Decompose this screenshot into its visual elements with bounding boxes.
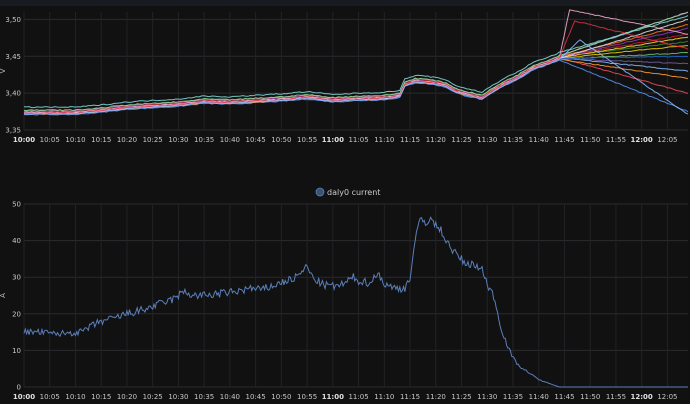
x-tick-label: 11:20	[426, 136, 446, 144]
series-line-cell-7	[23, 11, 689, 112]
x-tick-label: 10:20	[117, 136, 137, 144]
chart-panel-1: 3,35 3,40 3,45 3,50 10:00 10:05 10:10 10:15 10:2…	[0, 9, 689, 144]
x-tick-label: 10:15	[91, 393, 111, 401]
legend-swatch-icon	[315, 187, 325, 197]
x-tick-label: 11:05	[348, 393, 368, 401]
x-tick-label: 11:00	[322, 393, 344, 401]
legend-entry-label[interactable]: daly0 current	[327, 188, 380, 197]
series-line-cell-16	[23, 11, 689, 112]
x-tick-label: 10:35	[194, 136, 214, 144]
x-tick-label: 11:35	[503, 393, 523, 401]
x-tick-label: 10:10	[65, 136, 85, 144]
x-tick-label: 10:50	[271, 393, 291, 401]
x-tick-label: 12:05	[657, 136, 677, 144]
x-tick-label: 11:15	[400, 393, 420, 401]
series-line-cell-peak-pink	[23, 9, 689, 114]
x-tick-label: 10:10	[65, 393, 85, 401]
x-tick-label: 11:25	[451, 393, 471, 401]
x-tick-label: 11:35	[503, 136, 523, 144]
series-line-cell-13	[23, 55, 689, 115]
x-tick-label: 10:45	[246, 393, 266, 401]
x-tick-label: 11:10	[374, 393, 394, 401]
series-line-cell-top-cyan	[23, 15, 689, 109]
x-tick-label: 10:25	[143, 393, 163, 401]
y-tick-label: 0	[17, 384, 21, 392]
y-tick-label: 30	[12, 274, 21, 282]
x-tick-label: 10:55	[297, 393, 317, 401]
y-tick-label: 50	[12, 201, 21, 209]
x-tick-label: 11:15	[400, 136, 420, 144]
x-tick-label: 11:05	[348, 136, 368, 144]
y-tick-label: 3,50	[5, 16, 21, 24]
series-line-daly0-current	[23, 216, 688, 388]
x-tick-label: 12:00	[631, 393, 653, 401]
x-tick-label: 10:50	[271, 136, 291, 144]
series-line-cell-2	[23, 45, 689, 114]
x-tick-label: 11:30	[477, 393, 497, 401]
x-tick-label: 12:00	[631, 136, 653, 144]
x-tick-label: 11:20	[426, 393, 446, 401]
y-tick-label: 20	[12, 310, 21, 318]
x-tick-label: 10:05	[40, 136, 60, 144]
y-axis-label: V	[0, 68, 7, 73]
dashboard-top-bar	[0, 0, 690, 6]
x-tick-label: 10:15	[91, 136, 111, 144]
x-tick-label: 11:50	[580, 393, 600, 401]
x-tick-label: 10:45	[246, 136, 266, 144]
y-tick-label: 10	[12, 347, 21, 355]
legend[interactable]: daly0 current	[315, 187, 380, 197]
x-tick-label: 12:05	[657, 393, 677, 401]
x-tick-label: 10:30	[168, 136, 188, 144]
x-tick-label: 11:00	[322, 136, 344, 144]
x-tick-label: 11:50	[580, 136, 600, 144]
x-tick-label: 11:55	[606, 393, 626, 401]
x-tick-label: 11:45	[554, 393, 574, 401]
series-line-cell-peak-blue	[23, 39, 689, 115]
series-line-cell-5	[23, 57, 689, 114]
x-tick-label: 11:40	[529, 136, 549, 144]
x-tick-label: 10:20	[117, 393, 137, 401]
x-tick-label: 10:40	[220, 136, 240, 144]
series-line-cell-10	[23, 36, 689, 114]
x-tick-label: 10:35	[194, 393, 214, 401]
x-tick-label: 11:25	[451, 136, 471, 144]
y-tick-label: 3,40	[5, 90, 21, 98]
x-tick-label: 10:00	[13, 393, 35, 401]
x-tick-label: 11:40	[529, 393, 549, 401]
x-tick-label: 11:10	[374, 136, 394, 144]
y-axis-label: A	[0, 293, 7, 298]
y-tick-label: 40	[12, 237, 21, 245]
y-tick-label: 3,45	[5, 53, 21, 61]
x-tick-label: 11:55	[606, 136, 626, 144]
x-tick-label: 11:45	[554, 136, 574, 144]
x-tick-label: 10:25	[143, 136, 163, 144]
x-tick-label: 10:55	[297, 136, 317, 144]
x-tick-label: 11:30	[477, 136, 497, 144]
x-tick-label: 10:40	[220, 393, 240, 401]
x-tick-label: 10:00	[13, 136, 35, 144]
x-tick-label: 10:30	[168, 393, 188, 401]
x-tick-label: 10:05	[40, 393, 60, 401]
y-tick-label: 3,35	[5, 127, 21, 135]
chart-panel-2: 0 10 20 30 40 50 10:00 10:05 10:10 10:15 10:20 10:2…	[0, 187, 688, 401]
series-line-cell-1	[23, 51, 689, 115]
